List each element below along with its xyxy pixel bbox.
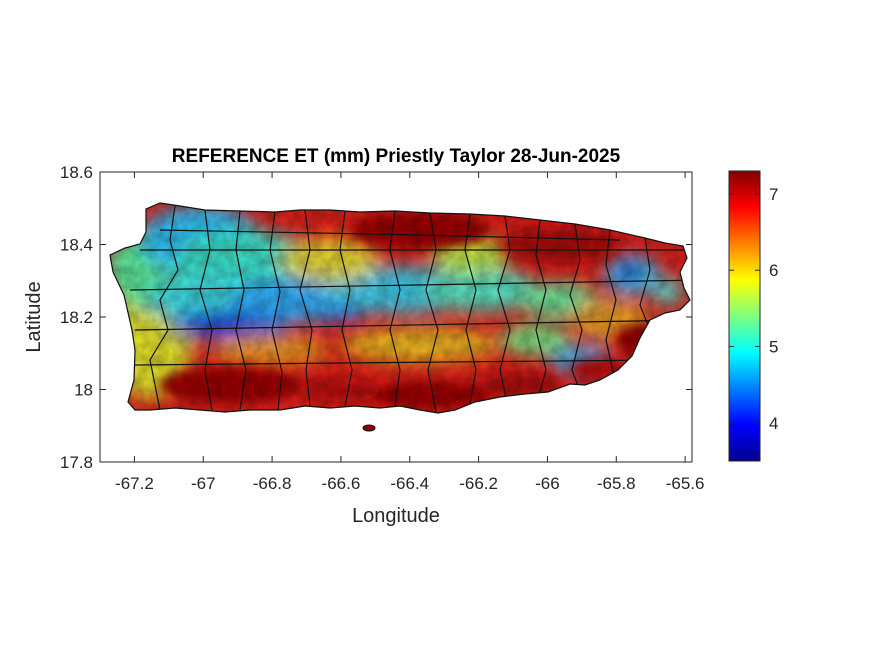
y-tick-label: 18.2 xyxy=(60,308,93,327)
x-tick-label: -65.6 xyxy=(666,474,705,493)
colorbar-tick-label: 7 xyxy=(769,185,778,204)
x-tick-label: -66.2 xyxy=(459,474,498,493)
y-tick-label: 18.4 xyxy=(60,236,93,255)
y-tick-label: 18.6 xyxy=(60,163,93,182)
x-tick-label: -65.8 xyxy=(597,474,636,493)
x-axis-label: Longitude xyxy=(352,505,440,527)
colorbar-tick-label: 5 xyxy=(769,338,778,357)
x-tick-label: -66.4 xyxy=(390,474,429,493)
x-tick-label: -67.2 xyxy=(115,474,154,493)
chart-title: REFERENCE ET (mm) Priestly Taylor 28-Jun… xyxy=(172,146,621,167)
y-tick-label: 18 xyxy=(74,381,93,400)
x-ticks xyxy=(133,172,686,462)
colorbar-ticks xyxy=(729,193,760,424)
y-tick-label: 17.8 xyxy=(60,453,93,472)
colorbar xyxy=(728,170,761,462)
colorbar-tick-label: 6 xyxy=(769,261,778,280)
x-tick-label: -67 xyxy=(191,474,216,493)
y-ticks xyxy=(100,171,692,463)
small-island xyxy=(362,424,376,432)
x-tick-label: -66.8 xyxy=(253,474,292,493)
x-tick-label: -66.6 xyxy=(322,474,361,493)
y-axis-label: Latitude xyxy=(23,281,45,352)
x-tick-label: -66 xyxy=(535,474,560,493)
colorbar-tick-label: 4 xyxy=(769,414,778,433)
municipality-borders xyxy=(109,202,691,414)
